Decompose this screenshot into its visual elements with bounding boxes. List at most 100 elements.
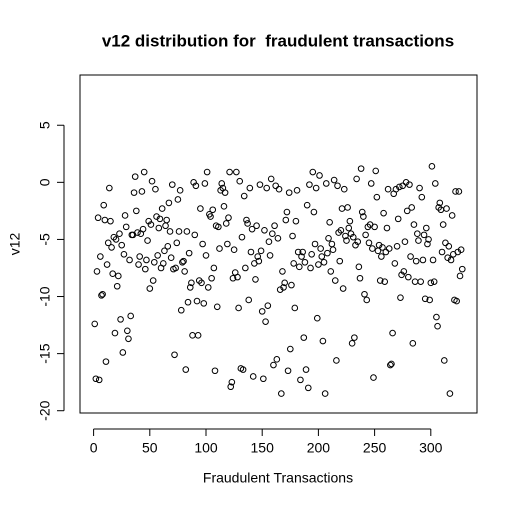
- point: [408, 204, 415, 211]
- point: [260, 375, 267, 383]
- point: [165, 199, 173, 207]
- point: [325, 234, 332, 242]
- point: [190, 179, 197, 186]
- point: [191, 231, 199, 239]
- point: [99, 290, 106, 298]
- point: [94, 214, 102, 222]
- point: [303, 201, 311, 209]
- point: [399, 182, 407, 190]
- point: [162, 222, 169, 230]
- point: [122, 223, 130, 231]
- point: [227, 383, 235, 391]
- point: [324, 249, 331, 257]
- point: [343, 237, 350, 244]
- point: [244, 220, 251, 227]
- point: [253, 222, 260, 230]
- point: [339, 285, 347, 292]
- point: [290, 260, 297, 267]
- point: [433, 313, 440, 321]
- point: [211, 367, 219, 375]
- point: [415, 237, 422, 244]
- x-tick-label: 200: [307, 440, 331, 456]
- point: [117, 316, 124, 323]
- point: [426, 296, 433, 304]
- point: [396, 183, 403, 191]
- point: [145, 217, 152, 225]
- point: [200, 300, 208, 307]
- point: [120, 250, 128, 258]
- point: [321, 390, 329, 397]
- point: [317, 245, 324, 252]
- point: [360, 213, 367, 220]
- point: [436, 199, 444, 207]
- point: [222, 220, 230, 227]
- x-axis-label: Fraudulent Transactions: [203, 470, 353, 486]
- point: [208, 274, 215, 282]
- point: [393, 242, 401, 250]
- point: [154, 252, 161, 259]
- point: [93, 268, 101, 275]
- point: [233, 168, 240, 176]
- point: [183, 228, 191, 235]
- point: [209, 206, 217, 214]
- x-tick-label: 250: [363, 440, 387, 456]
- point: [179, 258, 186, 266]
- point: [146, 285, 154, 292]
- y-tick-label: 0: [37, 178, 53, 186]
- point: [269, 230, 276, 238]
- point: [173, 239, 181, 247]
- point: [295, 263, 303, 271]
- y-tick-label: -20: [37, 400, 53, 420]
- point: [91, 320, 99, 328]
- x-tick-label: 300: [419, 440, 443, 456]
- point: [177, 306, 185, 314]
- x-tick-label: 0: [90, 440, 98, 456]
- point: [204, 284, 212, 291]
- point: [381, 278, 389, 285]
- point: [389, 329, 396, 337]
- point: [188, 279, 195, 287]
- point: [440, 357, 448, 364]
- point: [92, 375, 100, 383]
- point: [230, 246, 238, 254]
- point: [349, 233, 357, 241]
- point: [134, 229, 141, 236]
- point: [242, 264, 249, 272]
- point: [240, 192, 248, 200]
- point: [346, 217, 354, 225]
- point: [397, 294, 404, 301]
- point: [107, 217, 114, 225]
- point: [407, 253, 414, 260]
- point: [265, 238, 273, 246]
- point: [98, 292, 105, 299]
- y-tick-label: -15: [37, 343, 53, 363]
- point: [197, 205, 204, 212]
- point: [307, 264, 314, 272]
- point: [400, 268, 408, 275]
- point: [255, 257, 263, 265]
- point: [308, 250, 315, 258]
- point: [418, 193, 426, 201]
- point: [302, 366, 310, 373]
- point: [328, 240, 336, 248]
- point: [225, 214, 232, 222]
- point: [130, 189, 138, 196]
- point: [452, 188, 459, 195]
- point: [144, 237, 151, 244]
- point: [246, 184, 254, 192]
- point: [294, 248, 302, 256]
- point: [448, 212, 456, 219]
- point: [166, 228, 174, 235]
- point: [331, 277, 339, 284]
- point: [372, 167, 380, 175]
- point: [431, 180, 439, 187]
- point: [457, 246, 465, 254]
- point: [101, 216, 109, 224]
- point: [155, 224, 163, 232]
- point: [401, 238, 409, 246]
- point: [97, 253, 104, 260]
- point: [147, 221, 155, 228]
- point: [224, 240, 231, 248]
- point: [370, 374, 377, 381]
- point: [174, 196, 182, 203]
